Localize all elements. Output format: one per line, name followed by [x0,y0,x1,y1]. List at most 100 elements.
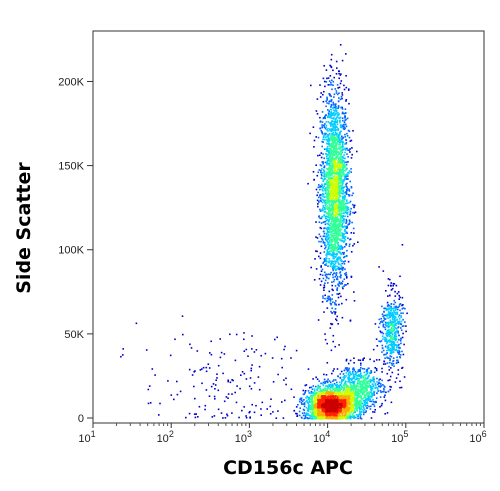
event-point [343,154,345,156]
event-point [390,336,392,338]
event-point [334,209,336,212]
event-point [336,167,338,169]
event-point [321,121,324,123]
event-point [339,195,342,197]
event-point [332,118,335,120]
event-point [339,275,341,278]
event-point [333,244,335,246]
event-point [396,359,399,362]
event-point [357,417,359,420]
event-point [326,230,329,232]
event-point [330,213,333,216]
event-point [389,361,391,364]
event-point [353,357,355,359]
event-point [348,245,351,247]
event-point [332,101,334,104]
event-point [329,205,332,207]
event-point [334,246,337,249]
event-point [295,412,297,415]
event-point [390,401,393,404]
event-point [342,411,345,413]
event-point [341,240,343,242]
event-point [333,379,335,381]
event-point [324,196,326,198]
event-point [338,220,341,223]
event-point [360,404,362,407]
event-point [384,357,386,359]
event-point [334,238,336,240]
event-point [371,394,373,397]
event-point [346,417,349,420]
event-point [332,370,334,372]
event-point [342,143,344,145]
event-point [337,375,339,377]
event-point [325,114,327,116]
event-point [301,412,304,414]
event-point [366,372,369,375]
event-point [342,235,345,238]
event-point [364,375,367,377]
event-point [327,154,329,156]
event-point [217,408,220,411]
event-point [249,377,252,379]
event-point [341,234,344,236]
event-point [336,293,338,295]
event-point [354,411,356,413]
event-point [336,381,338,384]
event-point [319,388,322,391]
event-point [384,345,387,348]
event-point [333,368,335,370]
event-point [337,238,340,240]
event-point [327,201,330,203]
event-point [366,391,368,394]
event-point [352,367,355,369]
event-point [329,216,332,218]
event-point [331,250,333,253]
event-point [343,256,345,259]
event-point [330,151,333,154]
event-point [349,381,352,384]
event-point [314,258,316,260]
event-point [334,239,337,242]
event-point [391,371,394,374]
event-point [387,317,389,319]
event-point [349,417,352,420]
event-point [347,129,350,132]
event-point [335,187,337,189]
event-point [353,212,356,214]
event-point [334,303,336,306]
event-point [339,188,342,191]
event-point [321,416,324,419]
event-point [333,151,336,153]
event-point [328,149,330,152]
event-point [331,183,334,185]
event-point [325,138,328,141]
event-point [388,304,391,307]
event-point [360,396,362,399]
event-point [331,194,333,197]
event-point [334,197,337,199]
event-point [398,352,400,354]
event-point [343,201,345,203]
event-point [341,232,343,234]
event-point [323,388,325,391]
event-point [333,239,336,242]
event-point [325,417,328,419]
event-point [222,417,224,419]
event-point [349,371,351,373]
event-point [386,362,389,364]
event-point [336,216,339,218]
event-point [327,130,329,132]
event-point [343,148,345,151]
event-point [321,216,323,218]
event-point [315,410,318,413]
event-point [337,160,339,163]
event-point [311,404,314,406]
event-point [343,375,346,377]
event-point [327,137,330,139]
event-point [343,278,346,280]
event-point [394,334,396,337]
event-point [193,385,195,388]
event-point [336,233,338,236]
event-point [400,329,403,331]
